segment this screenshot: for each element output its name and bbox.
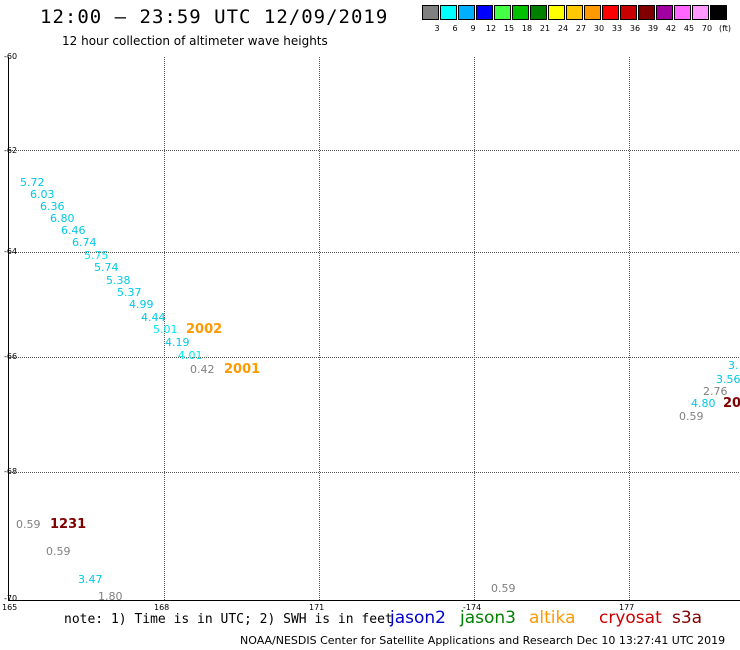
legend-swatch	[512, 5, 529, 20]
longitude-gridline	[474, 57, 475, 600]
legend-label: 30	[593, 24, 605, 33]
wave-height-value: 4.19	[165, 336, 190, 349]
legend-swatch	[440, 5, 457, 20]
wave-height-value: 0.59	[679, 410, 704, 423]
legend-label: 70	[701, 24, 713, 33]
wave-height-value: 3.56	[716, 373, 740, 386]
legend-swatch	[710, 5, 727, 20]
pass-time-label: 20	[723, 396, 740, 411]
wave-height-value: 4.01	[178, 349, 203, 362]
wave-height-value: 4.99	[129, 298, 154, 311]
map-plot-area	[8, 57, 740, 601]
legend-label: 18	[521, 24, 533, 33]
wave-height-value: 6.74	[72, 236, 97, 249]
legend-label: 15	[503, 24, 515, 33]
legend-label: 24	[557, 24, 569, 33]
map-subtitle: 12 hour collection of altimeter wave hei…	[62, 34, 328, 48]
wave-height-value: 5.72	[20, 176, 45, 189]
latitude-label: -64	[4, 247, 18, 256]
pass-time-label: 2002	[186, 322, 223, 337]
longitude-gridline	[319, 57, 320, 600]
wave-height-value: 0.59	[16, 518, 41, 531]
latitude-gridline	[9, 150, 740, 151]
longitude-label: 168	[154, 603, 170, 612]
legend-label: 39	[647, 24, 659, 33]
pass-time-label: 2001	[224, 362, 261, 377]
wave-height-value: 5.37	[117, 286, 142, 299]
latitude-label: -60	[4, 52, 18, 61]
legend-label: 21	[539, 24, 551, 33]
legend-swatch	[674, 5, 691, 20]
legend-swatch	[566, 5, 583, 20]
legend-label: 36	[629, 24, 641, 33]
legend-label: 45	[683, 24, 695, 33]
legend-label: 33	[611, 24, 623, 33]
wave-height-value: 0.59	[46, 545, 71, 558]
legend-swatch	[458, 5, 475, 20]
latitude-label: -70	[4, 594, 18, 603]
legend-label: 6	[452, 24, 458, 33]
legend-label: 12	[485, 24, 497, 33]
map-title: 12:00 – 23:59 UTC 12/09/2019	[40, 6, 389, 28]
legend-swatch	[422, 5, 439, 20]
legend-swatch	[584, 5, 601, 20]
wave-height-value: 3.	[728, 359, 739, 372]
wave-height-value: 4.80	[691, 397, 716, 410]
legend-swatch	[476, 5, 493, 20]
longitude-gridline	[164, 57, 165, 600]
legend-swatch	[692, 5, 709, 20]
wave-height-value: 3.47	[78, 573, 103, 586]
satellite-legend-cryosat: cryosat	[599, 608, 662, 628]
longitude-label: 171	[309, 603, 325, 612]
legend-swatch	[548, 5, 565, 20]
longitude-label: -174	[463, 603, 482, 612]
wave-height-value: 6.46	[61, 224, 86, 237]
legend-label: 42	[665, 24, 677, 33]
latitude-gridline	[9, 472, 740, 473]
legend-swatch	[602, 5, 619, 20]
legend-label: (ft)	[718, 24, 732, 33]
wave-height-value: 4.44	[141, 311, 166, 324]
wave-height-value: 6.03	[30, 188, 55, 201]
latitude-gridline	[9, 252, 740, 253]
satellite-legend-s3a: s3a	[672, 608, 703, 628]
wave-height-value: 5.74	[94, 261, 119, 274]
units-note: note: 1) Time is in UTC; 2) SWH is in fe…	[64, 612, 393, 627]
legend-swatch	[638, 5, 655, 20]
legend-label: 27	[575, 24, 587, 33]
pass-time-label: 1231	[50, 517, 87, 532]
satellite-legend-jason3: jason3	[460, 608, 516, 628]
legend-swatch	[494, 5, 511, 20]
wave-height-value: 6.80	[50, 212, 75, 225]
legend-swatch	[530, 5, 547, 20]
wave-height-value: 0.59	[491, 582, 516, 595]
latitude-label: -66	[4, 352, 18, 361]
latitude-label: -62	[4, 146, 18, 155]
legend-swatch	[656, 5, 673, 20]
legend-label: 9	[470, 24, 476, 33]
wave-height-value: 2.76	[703, 385, 728, 398]
latitude-label: -68	[4, 467, 18, 476]
wave-height-value: 5.01	[153, 323, 178, 336]
longitude-label: 165	[2, 603, 18, 612]
footer-credit: NOAA/NESDIS Center for Satellite Applica…	[240, 634, 726, 647]
wave-height-value: 6.36	[40, 200, 65, 213]
wave-height-value: 5.75	[84, 249, 109, 262]
longitude-label: 177	[619, 603, 635, 612]
wave-height-value: 5.38	[106, 274, 131, 287]
latitude-gridline	[9, 357, 740, 358]
longitude-gridline	[629, 57, 630, 600]
wave-height-value: 1.80	[98, 590, 123, 603]
legend-swatch	[620, 5, 637, 20]
legend-label: 3	[434, 24, 440, 33]
satellite-legend-altika: altika	[529, 608, 576, 628]
wave-height-value: 0.42	[190, 363, 215, 376]
satellite-legend-jason2: jason2	[390, 608, 446, 628]
